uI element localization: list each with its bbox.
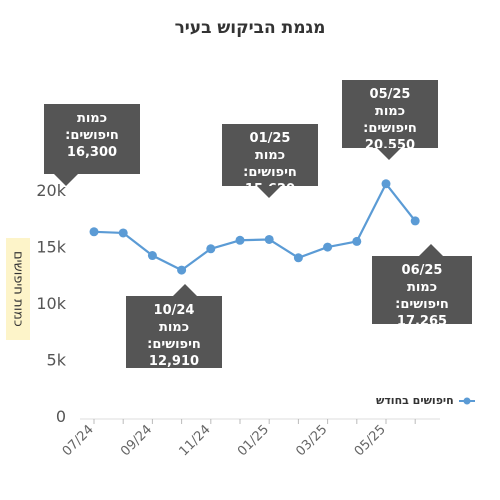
legend-label: חיפושים בחודש <box>376 394 454 407</box>
callout-06-25: 06/25 כמות חיפושים: 17,265 <box>372 244 472 329</box>
data-point <box>352 236 362 246</box>
callout-value: 17,265 <box>396 314 448 329</box>
data-point <box>177 265 187 275</box>
x-tick-label: 05/25 <box>352 422 389 459</box>
x-tick-label: 01/25 <box>235 422 272 459</box>
callout-value: 16,300 <box>66 145 118 160</box>
x-tick-label: 09/24 <box>118 422 155 459</box>
data-point <box>323 242 333 252</box>
y-tick-label: 0 <box>56 407 66 426</box>
data-point <box>118 228 128 238</box>
y-axis-label: כמות חיפושים <box>10 251 26 327</box>
legend[interactable]: חיפושים בחודש <box>376 394 476 407</box>
callout-label: כמות חיפושים: <box>363 104 417 136</box>
callout-date: 01/25 <box>249 131 291 146</box>
callout-label: כמות חיפושים: <box>147 320 201 352</box>
y-axis-label-box: כמות חיפושים <box>6 238 30 340</box>
callout-07-24: כמות חיפושים: 16,300 <box>44 104 140 186</box>
x-tick-label: 03/25 <box>293 422 330 459</box>
callout-label: כמות חיפושים: <box>243 148 297 180</box>
callout-date: 06/25 <box>401 263 443 278</box>
callout-date: 05/25 <box>369 87 411 102</box>
series-line <box>93 182 417 272</box>
y-tick-label: 10k <box>36 294 66 313</box>
data-point <box>235 235 245 245</box>
callout-value: 15,620 <box>244 182 296 197</box>
callout-01-25: 01/25 כמות חיפושים: 15,620 <box>222 124 318 198</box>
x-tick-label: 11/24 <box>177 422 214 459</box>
callout-label: כמות חיפושים: <box>395 280 449 312</box>
y-tick-label: 5k <box>47 351 67 370</box>
data-point <box>410 216 420 226</box>
callout-05-25: 05/25 כמות חיפושים: 20,550 <box>342 80 438 160</box>
callout-10-24: 10/24 כמות חיפושים: 12,910 <box>126 284 222 369</box>
callout-label: כמות חיפושים: <box>65 111 119 143</box>
data-point <box>264 234 274 244</box>
data-point <box>147 251 157 261</box>
callout-value: 20,550 <box>364 138 416 153</box>
data-point <box>89 227 99 237</box>
data-point <box>206 244 216 254</box>
data-point <box>293 253 303 263</box>
callout-date: 10/24 <box>153 303 195 318</box>
legend-marker-icon <box>458 397 475 404</box>
chart-title: מגמת הביקוש בעיר <box>174 18 326 38</box>
callout-value: 12,910 <box>148 354 200 369</box>
y-tick-label: 15k <box>36 238 66 257</box>
x-tick-label: 07/24 <box>60 422 97 459</box>
data-point <box>381 179 391 189</box>
